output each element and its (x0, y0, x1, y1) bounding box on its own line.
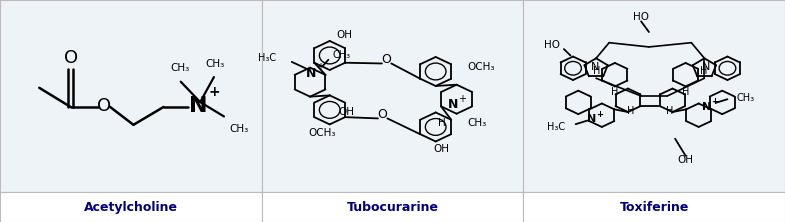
Text: +: + (711, 97, 717, 106)
Text: HO: HO (544, 40, 560, 50)
Text: H: H (627, 106, 634, 116)
Text: N: N (586, 115, 596, 125)
Text: CH₃: CH₃ (736, 93, 754, 103)
Text: N: N (447, 98, 458, 111)
Text: +: + (596, 110, 603, 119)
Text: OH: OH (339, 107, 355, 117)
Text: H: H (700, 66, 707, 76)
Text: OCH₃: OCH₃ (468, 62, 495, 72)
Text: OCH₃: OCH₃ (308, 127, 336, 137)
Text: CH₃: CH₃ (332, 50, 350, 60)
Text: O: O (64, 49, 78, 67)
Text: N: N (702, 62, 710, 72)
Text: Toxiferine: Toxiferine (619, 200, 689, 214)
Text: CH₃: CH₃ (467, 118, 487, 128)
Text: CH₃: CH₃ (206, 59, 225, 69)
Text: O: O (378, 108, 388, 121)
Text: O: O (97, 97, 111, 115)
Text: N: N (305, 67, 316, 80)
Text: OH: OH (433, 144, 449, 154)
Text: N: N (702, 102, 711, 112)
Text: H₃C: H₃C (258, 53, 276, 63)
Text: OH: OH (677, 155, 694, 165)
Text: CH₃: CH₃ (170, 63, 190, 73)
Text: O: O (382, 53, 392, 66)
Text: H: H (438, 118, 446, 128)
Text: +: + (316, 62, 324, 72)
Text: N: N (590, 62, 599, 72)
Text: Acetylcholine: Acetylcholine (84, 200, 178, 214)
Text: H: H (682, 87, 689, 97)
Text: H: H (612, 87, 619, 97)
Text: H: H (666, 106, 674, 116)
Text: OH: OH (336, 30, 352, 40)
Text: H: H (593, 66, 601, 76)
Text: HO: HO (633, 12, 649, 22)
Text: N: N (189, 96, 207, 116)
Text: CH₃: CH₃ (230, 124, 249, 134)
Text: Tubocurarine: Tubocurarine (346, 200, 439, 214)
Text: +: + (458, 94, 466, 104)
Text: H₃C: H₃C (547, 122, 565, 132)
Text: +: + (208, 85, 220, 99)
